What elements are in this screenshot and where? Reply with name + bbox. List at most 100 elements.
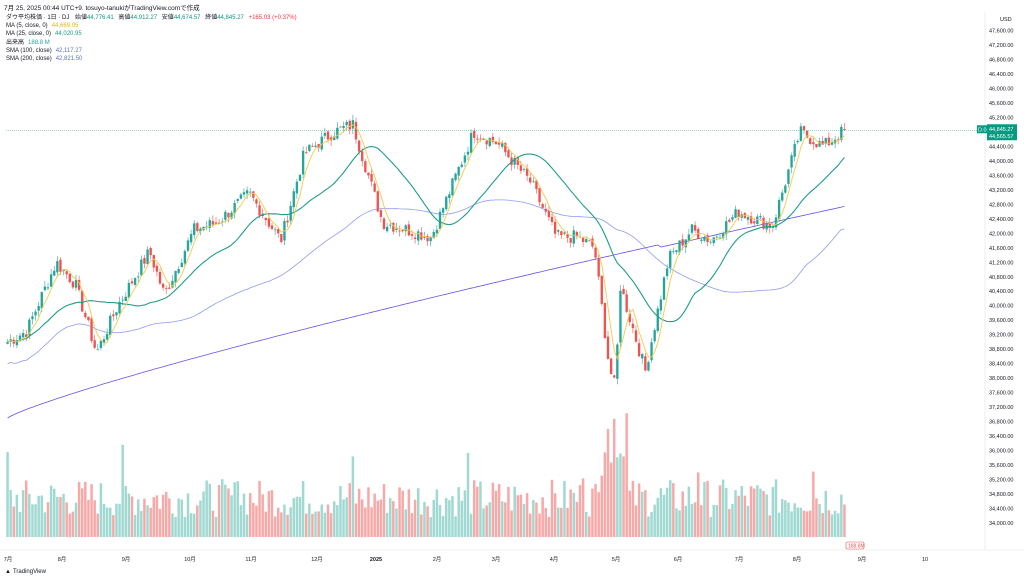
symbol-label[interactable]: ダウ平均株価 · 1日 · DJ — [6, 15, 70, 21]
volume-bar — [189, 513, 193, 537]
price-tick-label: 44,000.00 — [989, 159, 1013, 165]
time-tick-label: 7月 — [735, 556, 744, 563]
volume-bar — [202, 491, 205, 537]
candle-body — [49, 274, 53, 287]
volume-bar — [444, 498, 448, 537]
volume-bar — [715, 505, 719, 537]
candle-body — [693, 225, 697, 231]
volume-bar — [24, 480, 28, 537]
candle-body — [706, 235, 709, 243]
tradingview-logo[interactable]: ▲ TradingView — [5, 569, 46, 575]
volume-bar — [812, 471, 815, 537]
candle-body — [258, 205, 261, 216]
candle-body — [628, 313, 631, 323]
candle-body — [669, 251, 672, 268]
volume-bar — [528, 513, 532, 537]
volume-bar — [298, 496, 302, 537]
volume-bar — [731, 503, 734, 537]
volume-bar — [6, 451, 9, 537]
candle-body — [37, 306, 40, 311]
candle-body — [93, 340, 96, 348]
volume-bar — [749, 486, 753, 537]
candle-body — [613, 375, 616, 378]
volume-bar — [382, 484, 386, 537]
candle-body — [376, 191, 379, 212]
volume-bar — [40, 495, 44, 537]
high-label: 高値 — [118, 15, 131, 21]
candle-body — [631, 323, 635, 329]
volume-bar — [566, 507, 569, 537]
indicator-value: 42,117.27 — [55, 47, 82, 54]
indicator-sma200[interactable]: SMA (200, close) 42,821.50 — [6, 55, 297, 63]
volume-bar — [696, 472, 700, 537]
candle-body — [146, 249, 149, 265]
volume-bar — [301, 481, 305, 537]
indicator-sma100[interactable]: SMA (100, close) 42,117.27 — [6, 47, 297, 55]
volume-bar — [174, 516, 177, 537]
volume-bar — [429, 516, 432, 537]
candle-body — [659, 299, 663, 311]
candle-body — [242, 192, 246, 195]
volume-bar — [311, 513, 314, 537]
candle-body — [364, 161, 367, 173]
candle-body — [382, 218, 386, 230]
candle-body — [438, 211, 442, 229]
volume-bar — [34, 504, 37, 537]
price-tick-label: 42,400.00 — [989, 217, 1013, 223]
price-tick-label: 37,600.00 — [989, 391, 1013, 397]
volume-bar — [161, 494, 165, 537]
volume-bar — [619, 453, 622, 537]
volume-bar — [805, 511, 809, 537]
price-tick-label: 40,000.00 — [989, 304, 1013, 310]
volume-bar — [693, 502, 697, 537]
candle-body — [62, 269, 65, 271]
price-tick-label: 36,400.00 — [989, 434, 1013, 440]
low-value: 44,674.57 — [173, 15, 201, 21]
last-price-label: 44,845.27 — [989, 127, 1013, 133]
indicator-ma25[interactable]: MA (25, close, 0) 44,020.95 — [6, 30, 297, 38]
candle-body — [522, 168, 526, 170]
candle-body — [361, 151, 364, 162]
candle-body — [603, 302, 607, 339]
candle-body — [519, 165, 523, 171]
volume-bar — [388, 498, 392, 537]
candle-body — [781, 192, 784, 201]
candle-body — [158, 271, 162, 284]
volume-bar — [482, 508, 485, 537]
candle-body — [46, 287, 50, 289]
volume-bar — [550, 479, 554, 537]
candle-body — [762, 217, 765, 229]
indicator-value: 188.8 M — [28, 39, 50, 46]
low-label: 安値 — [161, 15, 174, 21]
candle-body — [18, 335, 22, 342]
volume-bar — [373, 493, 376, 537]
volume-bar — [594, 483, 597, 537]
price-tick-label: 40,800.00 — [989, 275, 1013, 281]
volume-bar — [752, 488, 756, 537]
time-tick-label: 8月 — [58, 556, 67, 563]
candle-body — [211, 221, 215, 225]
volume-bar — [519, 494, 523, 537]
candle-body — [837, 139, 840, 141]
indicator-ma5[interactable]: MA (5, close, 0) 44,669.05 — [6, 22, 297, 30]
volume-bar — [245, 514, 249, 537]
volume-bar — [230, 495, 233, 537]
candle-body — [541, 203, 544, 208]
indicator-volume[interactable]: 出来高 188.8 M — [6, 39, 297, 47]
price-tick-label: 34,000.00 — [989, 521, 1013, 527]
candle-body — [413, 237, 417, 239]
candle-body — [777, 199, 781, 220]
volume-bar — [588, 516, 591, 537]
volume-bar — [603, 452, 607, 537]
volume-bar — [802, 510, 806, 537]
candle-body — [249, 191, 252, 193]
volume-bar — [364, 507, 367, 537]
volume-bar — [532, 499, 535, 537]
candle-body — [756, 216, 759, 225]
prefix-tag — [977, 125, 987, 134]
candle-body — [690, 224, 694, 233]
volume-bar — [286, 514, 289, 537]
volume-bar — [756, 485, 759, 537]
candle-body — [435, 229, 439, 234]
